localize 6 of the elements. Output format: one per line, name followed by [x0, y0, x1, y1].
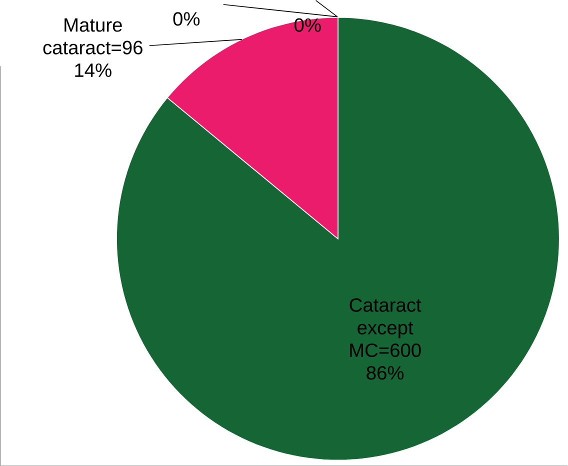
text: 0% — [294, 18, 321, 32]
data-label: 86% — [366, 366, 404, 380]
text: 0% — [173, 12, 200, 26]
data-label: 14% — [75, 63, 112, 77]
slice-label: Cataract except MC=600 — [350, 298, 422, 357]
slice-label: Mature cataract=96 — [43, 18, 142, 54]
